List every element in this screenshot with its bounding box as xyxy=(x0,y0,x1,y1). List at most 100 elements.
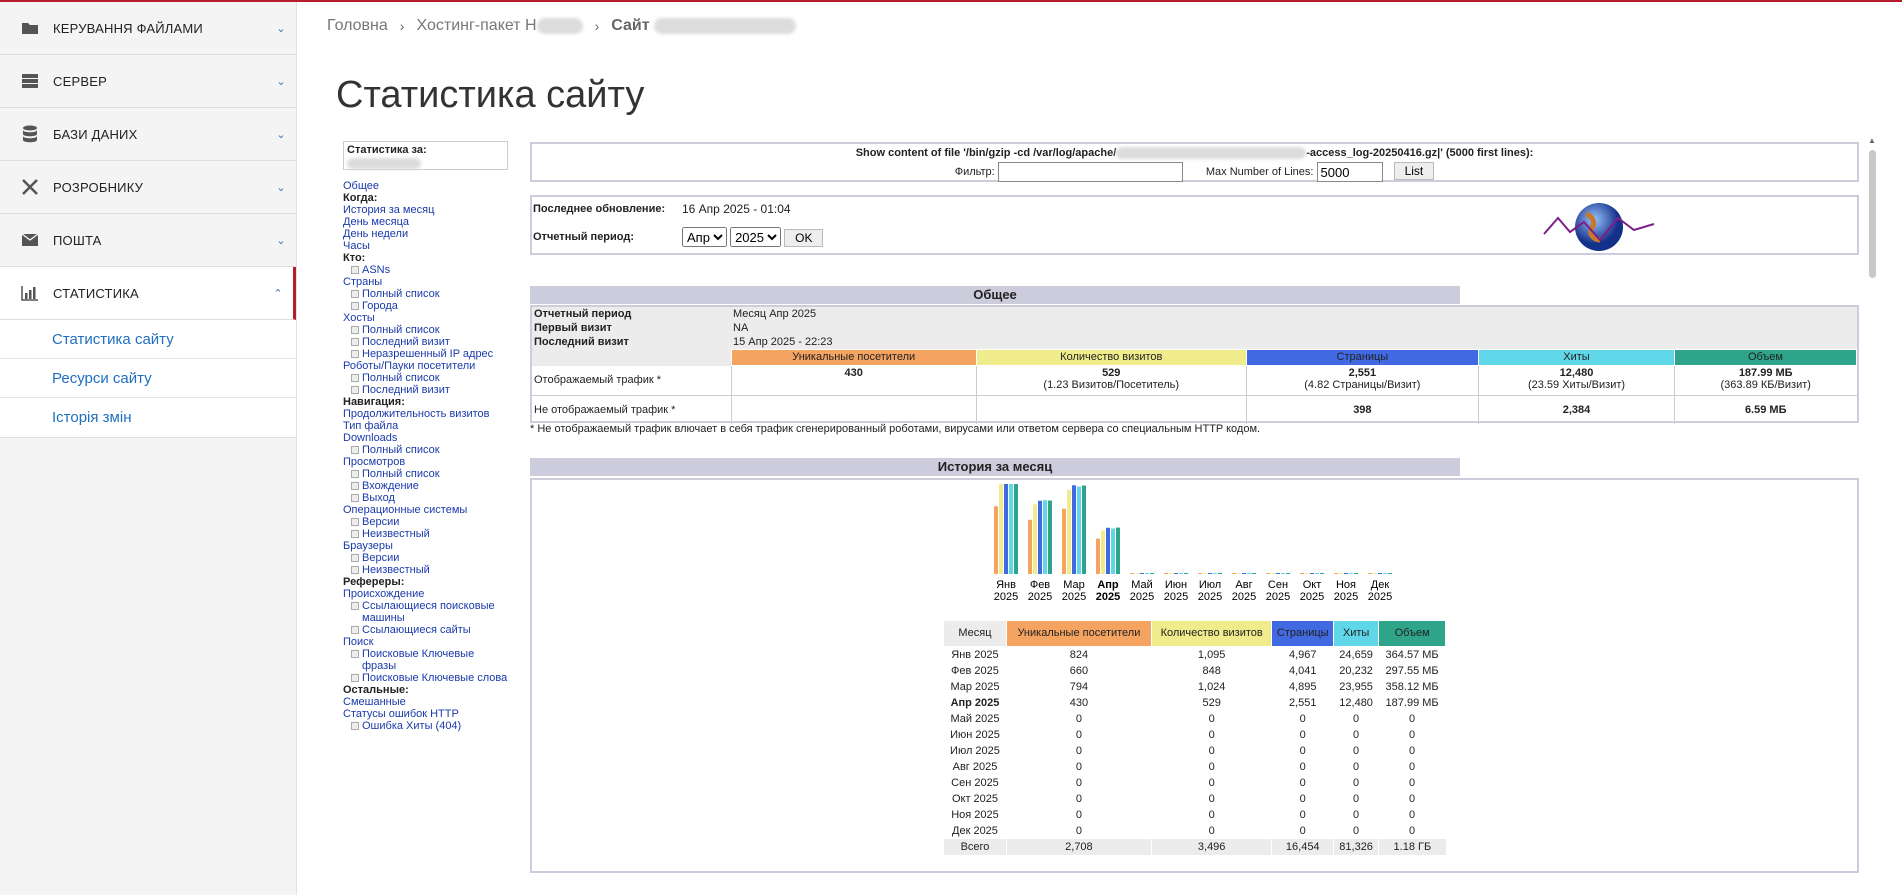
menu-sublink[interactable]: Поисковые Ключевые слова xyxy=(343,672,508,684)
sidebar-item-mail[interactable]: ПОШТА ⌄ xyxy=(0,214,296,267)
scrollbar[interactable]: ▲ xyxy=(1867,136,1877,861)
file-content-box: Show content of file '/bin/gzip -cd /var… xyxy=(530,142,1859,183)
menu-link[interactable]: Статусы ошибок HTTP xyxy=(343,708,508,720)
menu-link-text: Страны xyxy=(343,276,383,288)
value-cell: 23,955 xyxy=(1339,680,1373,693)
menu-sublink[interactable]: Полный список xyxy=(343,468,508,480)
chevron-down-icon[interactable]: ⌄ xyxy=(276,181,286,194)
menu-sublink[interactable]: Версии xyxy=(343,516,508,528)
month-cell: Авг 2025 xyxy=(952,760,998,773)
menu-link[interactable]: Хосты xyxy=(343,312,508,324)
sidebar-item-server[interactable]: СЕРВЕР ⌄ xyxy=(0,55,296,108)
sidebar-item-developer[interactable]: РОЗРОБНИКУ ⌄ xyxy=(0,161,296,214)
menu-link[interactable]: День месяца xyxy=(343,216,508,228)
bar-pages xyxy=(1378,573,1382,574)
popup-icon xyxy=(351,674,359,682)
menu-sublink[interactable]: Неизвестный xyxy=(343,528,508,540)
menu-sublink[interactable]: Полный список xyxy=(343,324,508,336)
popup-icon xyxy=(351,518,359,526)
breadcrumb-hosting[interactable]: Хостинг-пакет Н xyxy=(416,17,583,35)
col-month: Месяц xyxy=(943,620,1007,647)
value-cell: 0 xyxy=(1353,808,1360,821)
menu-link[interactable]: Часы xyxy=(343,240,508,252)
value-cell: 12,480 xyxy=(1339,696,1373,709)
bar-visits xyxy=(999,484,1003,574)
viewed-bandwidth-sub: (363.89 КБ/Визит) xyxy=(1720,379,1811,391)
menu-link-text: История за месяц xyxy=(343,204,435,216)
value-cell: 0 xyxy=(1075,808,1082,821)
max-lines-input[interactable] xyxy=(1316,162,1383,183)
ok-button[interactable]: OK xyxy=(784,228,824,247)
sidebar-item-databases[interactable]: БАЗИ ДАНИХ ⌄ xyxy=(0,108,296,161)
chevron-up-icon[interactable]: ⌃ xyxy=(273,287,283,300)
viewed-visits-sub: (1.23 Визитов/Посетитель) xyxy=(1043,379,1180,391)
menu-sublink[interactable]: ASNs xyxy=(343,264,508,276)
popup-icon xyxy=(351,386,359,394)
menu-sublink[interactable]: Последний визит xyxy=(343,384,508,396)
list-button[interactable]: List xyxy=(1393,162,1435,181)
traffic-note: * Не отображаемый трафик влючает в себя … xyxy=(530,423,1261,435)
menu-sublink[interactable]: Ошибка Хиты (404) xyxy=(343,720,508,732)
menu-link[interactable]: Продолжительность визитов xyxy=(343,408,508,420)
scrollbar-thumb[interactable] xyxy=(1869,150,1876,278)
menu-sublink[interactable]: Версии xyxy=(343,552,508,564)
menu-link[interactable]: День недели xyxy=(343,228,508,240)
menu-link[interactable]: Смешанные xyxy=(343,696,508,708)
table-row: Мар 2025 794 1,024 4,895 23,955 358.12 МБ xyxy=(944,679,1446,695)
month-select[interactable]: Апр xyxy=(682,227,727,247)
menu-sublink[interactable]: Полный список xyxy=(343,288,508,300)
menu-link[interactable]: Общее xyxy=(343,180,508,192)
menu-link[interactable]: Тип файла xyxy=(343,420,508,432)
menu-sublink[interactable]: Последний визит xyxy=(343,336,508,348)
sidebar-item-file-management[interactable]: КЕРУВАННЯ ФАЙЛАМИ ⌄ xyxy=(0,2,296,55)
redacted-text xyxy=(654,17,797,34)
menu-sublink[interactable]: Ссылающиеся сайты xyxy=(343,624,508,636)
menu-link[interactable]: Браузеры xyxy=(343,540,508,552)
scroll-up-icon[interactable]: ▲ xyxy=(1868,136,1876,145)
chevron-down-icon[interactable]: ⌄ xyxy=(276,22,286,35)
filter-input[interactable] xyxy=(997,162,1183,183)
chevron-down-icon[interactable]: ⌄ xyxy=(276,128,286,141)
menu-link[interactable]: История за месяц xyxy=(343,204,508,216)
x-tick-label: Июл xyxy=(1199,579,1221,591)
menu-link-text: Неизвестный xyxy=(362,564,430,576)
chevron-down-icon[interactable]: ⌄ xyxy=(276,234,286,247)
bar-bandwidth xyxy=(1354,573,1358,574)
menu-link[interactable]: Операционные системы xyxy=(343,504,508,516)
menu-sublink[interactable]: Города xyxy=(343,300,508,312)
breadcrumb-home[interactable]: Головна xyxy=(327,17,388,34)
menu-link-text: Полный список xyxy=(362,468,440,480)
viewed-hits: 12,480 xyxy=(1559,367,1594,379)
menu-link[interactable]: Просмотров xyxy=(343,456,508,468)
sidebar-item-statistics[interactable]: СТАТИСТИКА ⌃ xyxy=(0,267,296,320)
menu-link[interactable]: Downloads xyxy=(343,432,508,444)
menu-sublink[interactable]: Неизвестный xyxy=(343,564,508,576)
value-cell: 0 xyxy=(1299,792,1306,805)
menu-sublink[interactable]: Полный список xyxy=(343,372,508,384)
bar-hits xyxy=(1043,500,1047,574)
submenu-site-statistics[interactable]: Статистика сайту xyxy=(0,320,296,359)
menu-sublink[interactable]: Неразрешенный IP адрес xyxy=(343,348,508,360)
popup-icon xyxy=(351,626,359,634)
menu-sublink[interactable]: Вхождение xyxy=(343,480,508,492)
menu-sublink[interactable]: Поисковые Ключевые фразы xyxy=(343,648,508,672)
chevron-down-icon[interactable]: ⌄ xyxy=(276,75,286,88)
value-cell: 2,551 xyxy=(1288,696,1317,709)
menu-sublink[interactable]: Ссылающиеся поисковые машины xyxy=(343,600,508,624)
bar-hits xyxy=(1009,484,1013,574)
table-row: Окт 2025 0 0 0 0 0 xyxy=(944,791,1446,807)
menu-link[interactable]: Происхождение xyxy=(343,588,508,600)
menu-link[interactable]: Роботы/Пауки посетители xyxy=(343,360,508,372)
menu-sublink[interactable]: Выход xyxy=(343,492,508,504)
menu-sublink[interactable]: Полный список xyxy=(343,444,508,456)
month-cell: Июл 2025 xyxy=(950,744,1000,757)
popup-icon xyxy=(351,494,359,502)
menu-link[interactable]: Страны xyxy=(343,276,508,288)
value-cell: 0 xyxy=(1409,808,1416,821)
value-cell: 297.55 МБ xyxy=(1385,664,1439,677)
submenu-site-resources[interactable]: Ресурси сайту xyxy=(0,359,296,398)
update-box: Последнее обновление: 16 Апр 2025 - 01:0… xyxy=(530,195,1859,255)
submenu-change-history[interactable]: Історія змін xyxy=(0,398,296,437)
year-select[interactable]: 2025 xyxy=(730,227,782,247)
menu-link[interactable]: Поиск xyxy=(343,636,508,648)
